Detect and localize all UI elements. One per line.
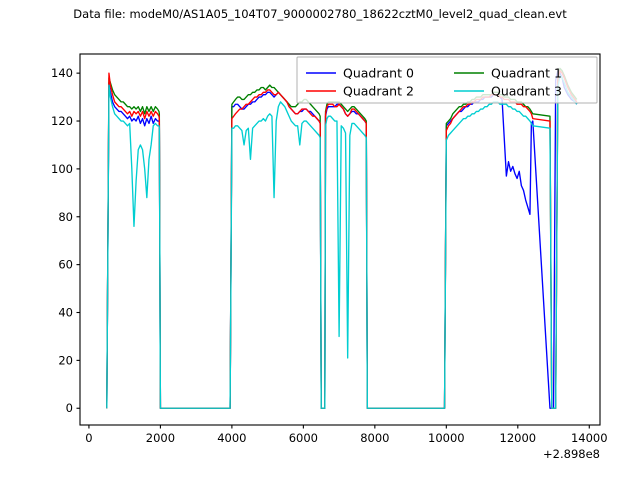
series-line-3 xyxy=(106,74,578,409)
x-tick-label: 10000 xyxy=(428,431,465,445)
legend-label-0: Quadrant 0 xyxy=(343,66,414,81)
legend-label-3: Quadrant 3 xyxy=(491,84,562,99)
x-tick-label: 6000 xyxy=(289,431,318,445)
x-axis-offset-label: +2.898e8 xyxy=(543,447,600,461)
y-tick-label: 0 xyxy=(66,401,73,415)
figure-title: Data file: modeM0/AS1A05_104T07_90000027… xyxy=(73,7,567,21)
axes-spines xyxy=(79,53,601,426)
y-tick-label: 120 xyxy=(51,114,73,128)
y-tick-label: 80 xyxy=(58,210,73,224)
y-tick-label: 60 xyxy=(58,258,73,272)
x-axis-ticks: 0 2000 4000 6000 8000 10000 12000 14000 xyxy=(85,425,608,445)
legend-box xyxy=(296,56,598,104)
plot-area xyxy=(79,53,601,426)
x-tick-label: 12000 xyxy=(500,431,537,445)
y-tick-label: 140 xyxy=(51,66,73,80)
y-tick-label: 20 xyxy=(58,353,73,367)
legend-label-2: Quadrant 2 xyxy=(343,84,414,99)
x-tick-label: 2000 xyxy=(146,431,175,445)
y-tick-label: 40 xyxy=(58,306,73,320)
x-tick-label: 0 xyxy=(85,431,92,445)
x-tick-label: 4000 xyxy=(217,431,246,445)
y-axis-ticks: 0 20 40 60 80 100 120 140 xyxy=(51,66,80,415)
x-tick-label: 8000 xyxy=(360,431,389,445)
legend-label-1: Quadrant 1 xyxy=(491,66,562,81)
chart-legend[interactable]: Quadrant 0 Quadrant 1 Quadrant 2 Quadrant 3 xyxy=(296,56,598,104)
y-tick-label: 100 xyxy=(51,162,73,176)
x-tick-label: 14000 xyxy=(571,431,608,445)
